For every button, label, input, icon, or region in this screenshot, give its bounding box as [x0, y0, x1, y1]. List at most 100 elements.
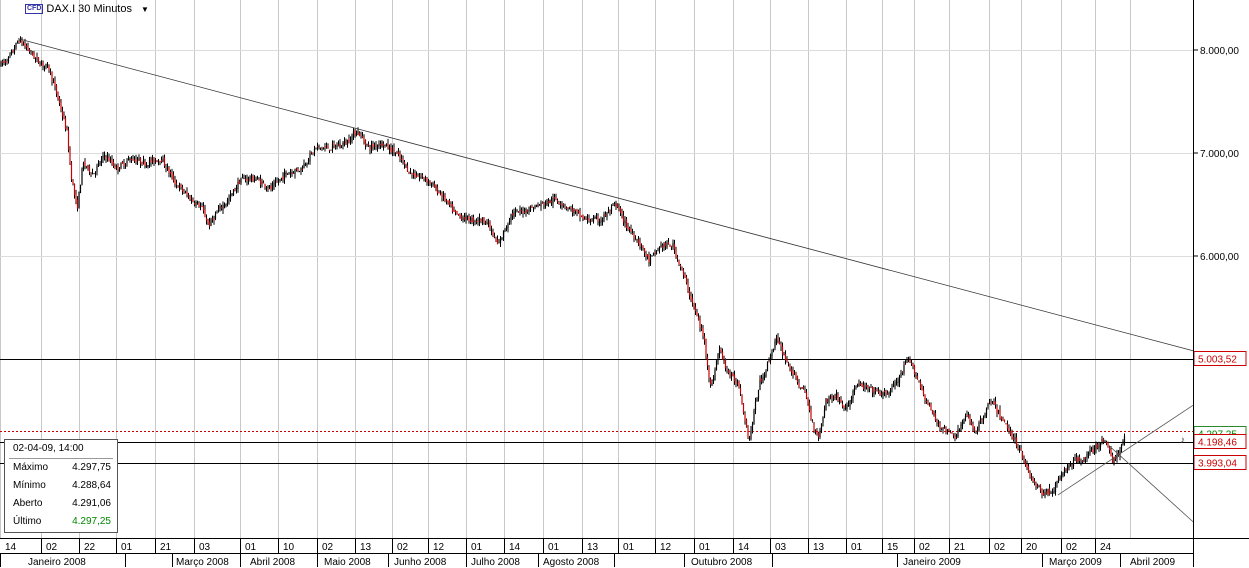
candle-body — [451, 204, 454, 212]
candle-body — [625, 219, 628, 229]
candle-body — [846, 405, 848, 410]
candle-body — [142, 160, 145, 164]
candle-body — [403, 161, 406, 165]
candle-body — [445, 200, 448, 202]
candle-body — [4, 60, 7, 63]
candle-body — [90, 173, 92, 175]
chevron-down-icon[interactable]: ▼ — [140, 4, 149, 14]
candle-body — [447, 200, 449, 202]
candle-body — [114, 166, 116, 169]
candle-body — [286, 173, 289, 175]
candle-body — [516, 210, 518, 212]
candle-body — [219, 205, 221, 209]
candle-body — [1057, 478, 1060, 483]
candle-body — [397, 151, 400, 154]
candle-body — [637, 239, 640, 244]
candle-body — [99, 163, 101, 165]
candle-body — [22, 44, 25, 46]
candle-body — [768, 361, 770, 363]
candle-body — [543, 203, 545, 206]
candle-body — [889, 390, 892, 395]
candle-body — [439, 193, 442, 195]
x-day-label: 13 — [813, 542, 825, 553]
candle-body — [720, 349, 722, 352]
candle-body — [826, 398, 829, 402]
candle-body — [247, 177, 250, 181]
candle-body — [1011, 433, 1013, 438]
candle-body — [898, 375, 901, 384]
candle-body — [1123, 436, 1126, 442]
candle-body — [1098, 445, 1100, 449]
candle-body — [163, 157, 166, 166]
candle-body — [810, 409, 812, 420]
candle-body — [321, 147, 323, 149]
candle-body — [1069, 463, 1072, 467]
candle-body — [928, 404, 931, 406]
candle-body — [10, 51, 13, 54]
candle-body — [67, 129, 70, 150]
candle-body — [984, 414, 986, 418]
candle-body — [390, 147, 392, 153]
candle-body — [1063, 469, 1066, 472]
x-day-label: 14 — [509, 542, 521, 553]
candle-body — [505, 226, 508, 230]
candle-body — [454, 210, 457, 213]
candle-body — [649, 257, 652, 264]
candle-body — [594, 217, 596, 219]
candle-body — [85, 166, 88, 168]
candle-body — [1009, 430, 1012, 435]
x-day-label: 01 — [699, 542, 711, 553]
candle-body — [49, 71, 52, 73]
candle-body — [523, 212, 526, 214]
candle-body — [490, 230, 493, 232]
candle-body — [609, 210, 611, 212]
candle-body — [1077, 458, 1079, 464]
candle-body — [676, 257, 679, 259]
candle-body — [132, 159, 134, 161]
candle-body — [622, 215, 625, 223]
candle-body — [721, 351, 724, 360]
candle-body — [213, 219, 215, 221]
candle-body — [555, 197, 557, 200]
candle-body — [121, 161, 124, 164]
candle-body — [52, 82, 55, 84]
candle-body — [391, 148, 394, 153]
candle-body — [256, 177, 259, 179]
candle-body — [423, 177, 425, 180]
candle-body — [640, 246, 643, 248]
candle-body — [525, 208, 527, 213]
candle-body — [261, 181, 263, 184]
candle-body — [976, 429, 979, 431]
candle-body — [252, 175, 254, 182]
candle-body — [1018, 448, 1021, 451]
candle-body — [667, 241, 670, 245]
candle-body — [771, 351, 773, 357]
candle-body — [234, 189, 236, 191]
tooltip-row-open: Aberto 4.291,06 — [13, 498, 111, 512]
candle-body — [772, 348, 775, 351]
candle-body — [240, 178, 242, 183]
candle-body — [831, 395, 833, 399]
candle-body — [610, 206, 613, 212]
candle-body — [495, 237, 497, 241]
x-day-label: 03 — [775, 542, 787, 553]
candle-body — [700, 327, 703, 329]
candle-body — [865, 385, 868, 387]
candle-body — [642, 245, 644, 248]
candle-body — [999, 409, 1001, 419]
candle-body — [570, 206, 572, 209]
candle-body — [861, 384, 863, 387]
candle-body — [124, 164, 127, 166]
candle-body — [793, 373, 796, 375]
candle-body — [811, 420, 814, 423]
candle-body — [88, 165, 91, 173]
candle-body — [190, 198, 193, 201]
candle-body — [271, 185, 274, 190]
x-day-label: 01 — [245, 542, 257, 553]
candle-body — [184, 192, 187, 194]
candle-body — [378, 144, 380, 146]
instrument-header[interactable]: CFD DAX.I 30 Minutos ▼ — [25, 3, 149, 15]
candle-body — [1075, 457, 1078, 462]
